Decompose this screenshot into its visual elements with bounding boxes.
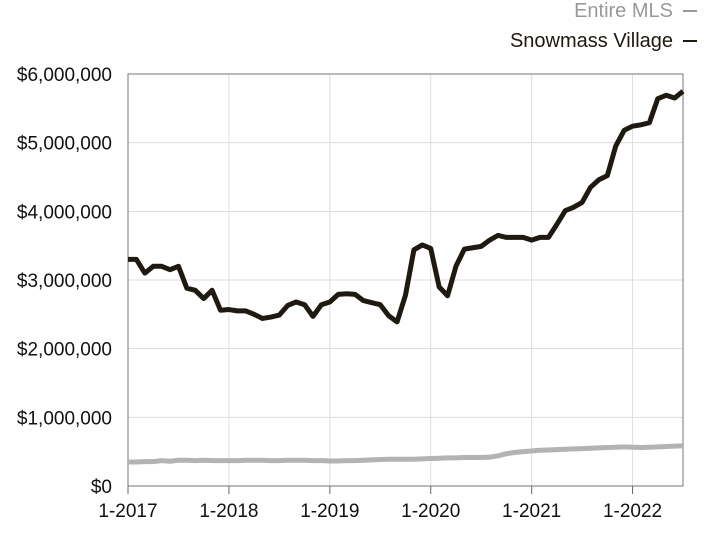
y-tick-label: $0 (91, 477, 112, 498)
x-tick-label: 1-2022 (603, 501, 662, 522)
x-tick-label: 1-2019 (300, 501, 359, 522)
x-tick-label: 1-2017 (98, 501, 157, 522)
legend-entry-entire-mls: Entire MLS (510, 0, 697, 26)
legend-swatch-entire-mls (683, 10, 697, 12)
x-tick-label: 1-2021 (502, 501, 561, 522)
plot-frame (127, 73, 684, 487)
legend-entry-snowmass-village: Snowmass Village (510, 26, 697, 56)
y-tick-label: $2,000,000 (17, 340, 112, 361)
x-tick-label: 1-2020 (401, 501, 460, 522)
series-line-entire-mls (128, 443, 684, 465)
y-tick-label: $4,000,000 (17, 202, 112, 223)
y-tick-label: $1,000,000 (17, 408, 112, 429)
y-tick-label: $6,000,000 (17, 65, 112, 86)
series-line-snowmass-village (128, 89, 685, 325)
legend-label-entire-mls: Entire MLS (574, 0, 673, 22)
y-tick-label: $3,000,000 (17, 271, 112, 292)
x-tick-label: 1-2018 (199, 501, 258, 522)
y-tick-label: $5,000,000 (17, 134, 112, 155)
legend: Entire MLS Snowmass Village (510, 0, 697, 56)
legend-label-snowmass-village: Snowmass Village (509, 29, 673, 52)
legend-swatch-snowmass-village (683, 40, 697, 42)
